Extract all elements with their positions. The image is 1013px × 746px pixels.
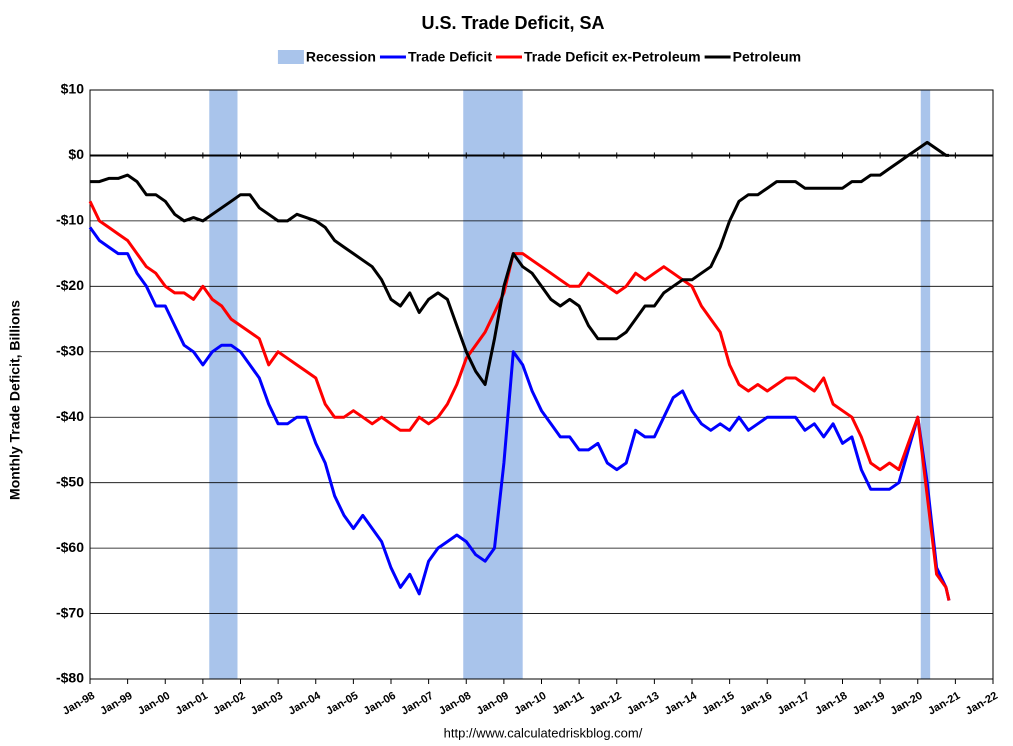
- x-tick-label: Jan-07: [399, 690, 435, 718]
- legend-label: Trade Deficit ex-Petroleum: [524, 49, 701, 65]
- x-tick-label: Jan-19: [851, 690, 887, 718]
- x-tick-label: Jan-12: [588, 690, 624, 718]
- x-tick-label: Jan-20: [889, 690, 925, 718]
- x-tick-label: Jan-22: [964, 690, 1000, 718]
- x-tick-label: Jan-11: [550, 690, 586, 718]
- x-tick-label: Jan-10: [512, 690, 548, 718]
- x-tick-label: Jan-18: [813, 690, 849, 718]
- y-tick-label: $0: [68, 146, 84, 162]
- series-line: [90, 140, 949, 386]
- x-tick-label: Jan-16: [738, 690, 774, 718]
- series-line: [88, 200, 951, 601]
- y-tick-label: -$50: [56, 473, 84, 489]
- x-tick-label: Jan-17: [776, 690, 812, 718]
- legend-label: Petroleum: [733, 49, 801, 65]
- series-line: [88, 226, 951, 601]
- x-tick-label: Jan-01: [174, 690, 210, 718]
- y-tick-label: -$60: [56, 539, 84, 555]
- legend: Recession Trade Deficit Trade Deficit ex-P…: [277, 49, 801, 65]
- recession-band: [463, 90, 523, 679]
- x-tick-label: Jan-04: [287, 689, 324, 717]
- y-tick-label: -$80: [56, 670, 84, 686]
- y-tick-label: -$40: [56, 408, 84, 424]
- x-tick-label: Jan-02: [211, 690, 247, 718]
- x-tick-label: Jan-09: [475, 690, 511, 718]
- x-tick-label: Jan-03: [249, 690, 285, 718]
- legend-swatch: [277, 50, 304, 64]
- chart-title: U.S. Trade Deficit, SA: [421, 13, 604, 33]
- y-tick-label: -$70: [56, 604, 84, 620]
- x-tick-label: Jan-15: [700, 690, 736, 718]
- x-tick-label: Jan-21: [926, 690, 962, 718]
- x-tick-label: Jan-00: [136, 690, 172, 718]
- recession-band: [209, 90, 238, 679]
- y-tick-label: -$10: [56, 212, 84, 228]
- x-tick-label: Jan-13: [625, 690, 661, 718]
- x-tick-label: Jan-06: [362, 690, 398, 718]
- y-tick-label: -$30: [56, 342, 84, 358]
- x-tick-label: Jan-08: [437, 690, 473, 718]
- plot-frame: [89, 89, 994, 680]
- source: http://www.calculatedriskblog.com/: [444, 725, 643, 740]
- y-axis-label: Monthly Trade Deficit, Billions: [7, 300, 23, 500]
- legend-label: Recession: [306, 49, 376, 65]
- legend-label: Trade Deficit: [408, 49, 492, 65]
- x-tick-label: Jan-99: [98, 690, 134, 718]
- y-tick-label: -$20: [56, 277, 84, 293]
- x-tick-label: Jan-14: [663, 689, 700, 717]
- recession-band: [920, 90, 931, 679]
- x-tick-label: Jan-98: [61, 690, 97, 718]
- x-tick-label: Jan-05: [324, 690, 360, 718]
- y-tick-label: $10: [61, 81, 85, 97]
